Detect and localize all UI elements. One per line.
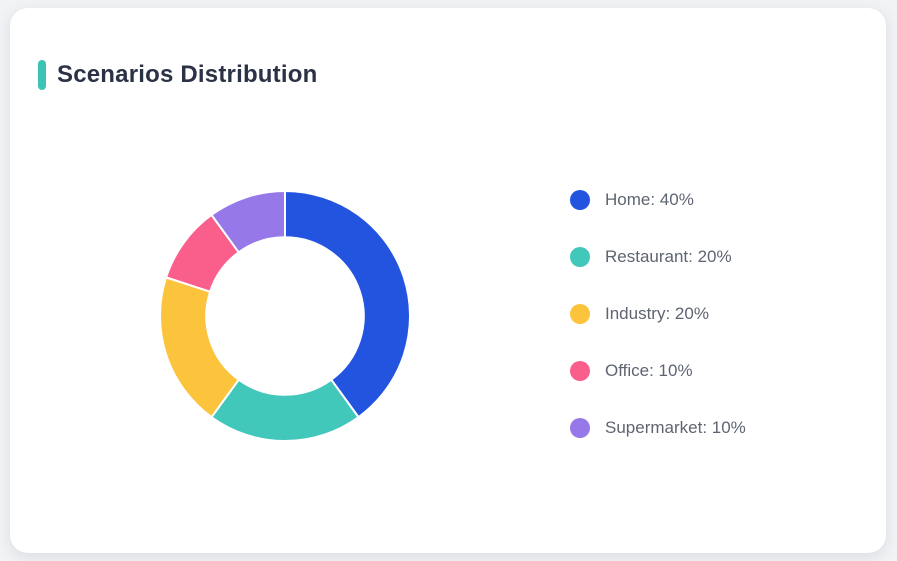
legend-dot-icon [570,361,590,381]
legend-item-label: Home: 40% [605,190,694,209]
legend-item-label: Restaurant: 20% [605,247,732,266]
page-title: Scenarios Distribution [57,61,318,88]
chart-legend: Home: 40% Restaurant: 20% Industry: 20% Off… [570,190,746,438]
title-accent-bar [38,60,46,90]
legend-item-office[interactable]: Office: 10% [570,361,746,381]
scenarios-distribution-card: Scenarios Distribution Home: 40% Restaura… [10,8,886,553]
legend-dot-icon [570,418,590,438]
legend-item-home[interactable]: Home: 40% [570,190,746,210]
legend-item-label: Office: 10% [605,361,693,380]
card-header: Scenarios Distribution [38,60,317,90]
donut-chart[interactable] [150,181,420,451]
pie-slice-industry[interactable] [159,276,240,419]
legend-item-label: Supermarket: 10% [605,418,746,437]
legend-item-restaurant[interactable]: Restaurant: 20% [570,247,746,267]
legend-dot-icon [570,247,590,267]
legend-item-supermarket[interactable]: Supermarket: 10% [570,418,746,438]
legend-dot-icon [570,304,590,324]
pie-slice-supermarket[interactable] [210,190,286,254]
legend-dot-icon [570,190,590,210]
legend-item-label: Industry: 20% [605,304,709,323]
pie-slice-restaurant[interactable] [210,378,360,442]
legend-item-industry[interactable]: Industry: 20% [570,304,746,324]
pie-slice-home[interactable] [284,190,411,419]
